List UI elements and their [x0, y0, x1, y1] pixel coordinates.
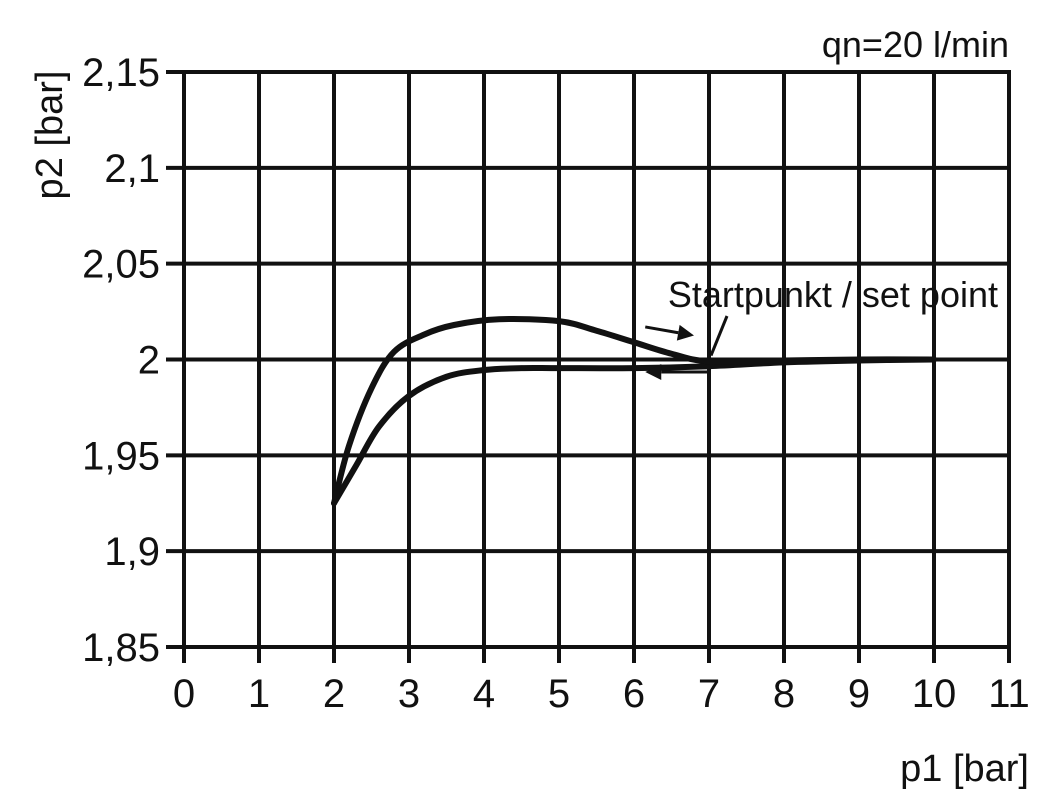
x-tick-label: 7 [698, 672, 720, 716]
set-point-leader-line [709, 315, 729, 357]
direction-arrowhead [645, 363, 662, 380]
x-tick-label: 11 [988, 672, 1030, 716]
x-tick-label: 8 [773, 672, 795, 716]
x-tick-label: 5 [548, 672, 570, 716]
y-tick-label: 2,15 [82, 51, 160, 95]
x-tick-label: 0 [173, 672, 195, 716]
set-point-label: Startpunkt / set point [668, 274, 998, 315]
y-tick-label: 2,05 [82, 243, 160, 287]
curves [331, 316, 937, 507]
y-axis-label: p2 [bar] [29, 71, 71, 200]
axis-ticks: 0 1 2 3 4 5 6 7 8 9 10 11 1,85 1,9 1,95 2 2,05 2,1 2,15 [82, 51, 1030, 716]
curve-increasing-p1 [331, 316, 937, 507]
direction-arrow-shaft [644, 325, 679, 335]
x-tick-label: 6 [623, 672, 645, 716]
x-tick-label: 10 [912, 672, 957, 716]
y-tick-label: 2 [138, 339, 160, 383]
direction-arrows [644, 324, 709, 380]
x-tick-label: 2 [323, 672, 345, 716]
x-tick-label: 4 [473, 672, 495, 716]
y-tick-label: 1,95 [82, 434, 160, 478]
flow-rate-annotation: qn=20 l/min [822, 24, 1009, 65]
grid [182, 70, 1011, 649]
direction-arrowhead [676, 324, 694, 341]
x-axis-label: p1 [bar] [900, 748, 1029, 790]
x-tick-label: 3 [398, 672, 420, 716]
x-tick-label: 1 [248, 672, 270, 716]
x-tick-label: 9 [848, 672, 870, 716]
y-tick-label: 1,9 [104, 530, 160, 574]
y-tick-label: 1,85 [82, 626, 160, 670]
y-tick-label: 2,1 [104, 147, 160, 191]
